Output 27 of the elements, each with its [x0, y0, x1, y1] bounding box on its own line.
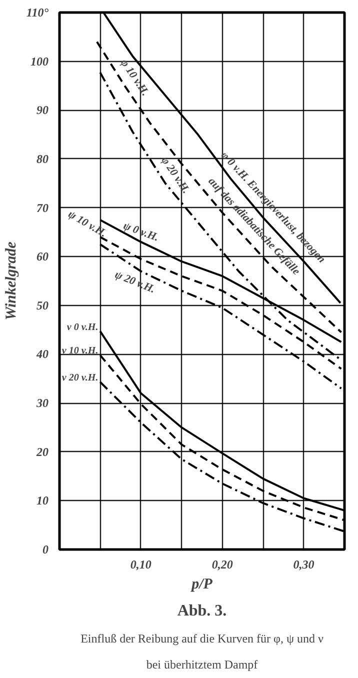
- y-tick-label: 80: [36, 152, 48, 166]
- y-tick-label: 0: [42, 542, 48, 556]
- x-tick-label: 0,20: [212, 558, 233, 572]
- y-tick-label: 70: [36, 200, 48, 215]
- y-tick-label: 30: [36, 396, 48, 410]
- annotation: ν 0 v.H.: [66, 322, 98, 333]
- annotation: φ 20 v.H.: [158, 154, 192, 196]
- annotation: φ 10 v.H.: [118, 57, 152, 98]
- y-tick-label: 40: [36, 347, 48, 362]
- x-axis-title: p/P: [190, 576, 214, 592]
- y-tick-label: 20: [36, 444, 48, 459]
- x-tick-label: 0,30: [293, 558, 314, 572]
- annotation: ψ 20 v.H.: [113, 268, 157, 296]
- annotation: ν 20 v.H.: [62, 372, 98, 384]
- y-tick-label: 50: [36, 298, 48, 312]
- y-tick-label: 90: [36, 103, 48, 118]
- y-tick-label: 10: [36, 494, 48, 508]
- y-tick-label: 110°: [26, 6, 49, 20]
- annotation: ψ 10 v.H.: [66, 208, 109, 240]
- y-axis-title: Winkelgrade: [3, 241, 20, 320]
- y-tick-label: 60: [36, 250, 48, 264]
- x-tick-label: 0,10: [130, 558, 152, 572]
- annotation: ψ 0 v.H.: [122, 220, 160, 244]
- text: Einfluß der Reibung auf die Kurven für φ, ψ und ν bei überhitztem Dampf: [80, 632, 324, 672]
- y-tick-label: 100: [30, 54, 48, 68]
- annotation: ν 10 v.H.: [62, 346, 98, 357]
- text: Abb. 3.: [177, 602, 227, 620]
